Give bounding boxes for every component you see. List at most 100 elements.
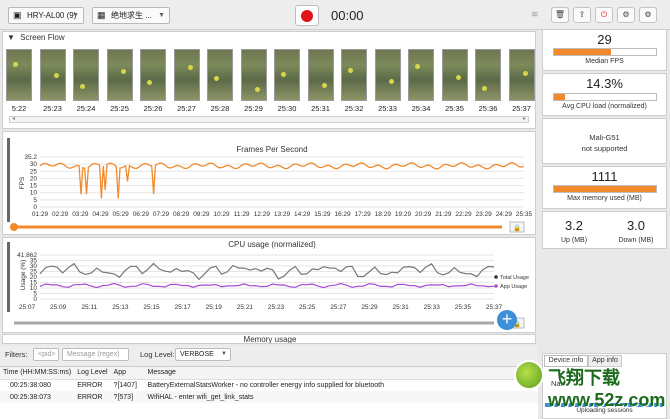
pid-filter-input[interactable]: <pid> (33, 348, 59, 361)
screen-flow-toggle[interactable]: ▼ Screen Flow (7, 33, 65, 42)
screen-flow-thumbnail[interactable] (475, 49, 501, 101)
gear-icon: ⚙ (622, 10, 630, 19)
upload-value: 3.2 (564, 218, 584, 233)
upload-button[interactable]: ⇪ (573, 7, 591, 23)
fps-y-tick: 5 (33, 197, 37, 204)
screen-flow-timestamp: 25:31 (311, 104, 330, 113)
fps-x-tick: 04:29 (92, 211, 109, 218)
thumbnail-marker (13, 62, 18, 67)
fps-lock-button[interactable] (509, 221, 525, 233)
settings-button[interactable]: ⚙ (617, 7, 635, 23)
scroll-left-icon: ◂ (12, 116, 16, 122)
screen-flow-thumbnail[interactable] (274, 49, 300, 101)
fps-y-tick: 20 (30, 175, 38, 182)
cpu-y-tick: 35 (30, 258, 38, 265)
cpu-x-tick: 25:31 (392, 304, 409, 311)
thumbnail-marker (321, 83, 327, 88)
fps-y-tick: 25 (30, 168, 38, 175)
device-select[interactable]: ▣ HRY-AL00 (9) ▼ (8, 7, 84, 24)
median-fps-value: 29 (597, 32, 612, 47)
screen-flow-timestamp: 25:29 (244, 104, 263, 113)
add-marker-button[interactable]: + (497, 310, 517, 330)
device-info-name-label: Nam (551, 379, 567, 388)
device-select-value: HRY-AL00 (9) (27, 11, 77, 20)
legend-total-label: Total Usage (500, 275, 529, 281)
log-level: ERROR (77, 381, 103, 389)
thumbnail-marker (522, 71, 528, 76)
screen-flow-timestamp: 25:35 (445, 104, 464, 113)
more-settings-button[interactable]: ⚙ (639, 7, 657, 23)
log-header-row: Time (HH:MM:SS:ms) Log Level App Message (0, 367, 538, 379)
max-memory-value: 1111 (591, 169, 618, 184)
fps-x-tick: 15:29 (314, 211, 331, 218)
upload-label: Up (MB) (560, 237, 588, 244)
screen-flow-thumbnail[interactable] (374, 49, 401, 101)
memory-stat-card: 1111 Max memory used (MB) (542, 166, 667, 209)
legend-app-marker (494, 284, 498, 288)
screen-flow-thumbnail[interactable] (73, 49, 99, 101)
cpu-x-tick: 25:29 (361, 304, 378, 311)
screen-flow-timestamp: 5:22 (11, 104, 27, 113)
app-select[interactable]: ▦ 绝地求生 ... ▼ (92, 7, 170, 24)
record-button[interactable] (295, 5, 319, 26)
scroll-right-icon: ▸ (522, 116, 526, 122)
fps-x-tick: 19:29 (395, 211, 412, 218)
delete-button[interactable]: 🗑 (551, 7, 569, 23)
tab-device-info[interactable]: Device info (544, 355, 588, 367)
log-level-select[interactable]: VERBOSE ▼ (175, 348, 231, 361)
fps-x-tick: 21:29 (435, 211, 452, 218)
thumbnail-marker (53, 73, 59, 78)
fps-x-tick: 14:29 (294, 211, 311, 218)
log-message: BatteryExternalStatsWorker - no controll… (147, 381, 384, 389)
fps-y-tick: 0 (33, 204, 37, 211)
cpu-x-tick: 25:11 (81, 304, 97, 311)
log-col-message[interactable]: Message (147, 369, 176, 377)
cpu-x-tick: 25:13 (112, 304, 129, 311)
power-icon: ⏻ (600, 10, 608, 19)
cpu-y-tick: 0 (33, 296, 37, 303)
watermark-logo (514, 360, 544, 390)
chart-handle[interactable] (7, 138, 10, 222)
screen-flow-thumbnail[interactable] (341, 49, 367, 101)
info-panel: Device info App info Nam Uploading sessi… (542, 353, 667, 419)
wifi-icon[interactable]: ≋ (531, 9, 539, 19)
screen-flow-thumbnail[interactable] (441, 49, 468, 101)
screen-flow-thumbnail[interactable] (207, 49, 233, 101)
screen-flow-thumbnail[interactable] (408, 49, 434, 101)
fps-x-tick: 16:29 (334, 211, 351, 218)
screen-flow-thumbnail[interactable] (240, 49, 267, 101)
stop-button[interactable]: ⏻ (595, 7, 613, 23)
log-col-level[interactable]: Log Level (77, 369, 108, 377)
log-row[interactable]: 00:25:38:073 ERROR ?[573] WifiHAL - ente… (0, 391, 538, 403)
message-filter-input[interactable]: Message (regex) (62, 348, 129, 361)
screen-flow-scrollbar[interactable]: ◂ ▸ (9, 116, 529, 123)
screen-flow-thumbnail[interactable] (140, 49, 166, 101)
trash-icon: 🗑 (554, 10, 566, 19)
screen-flow-timestamp: 25:32 (344, 104, 364, 113)
log-col-time[interactable]: Time (HH:MM:SS:ms) (3, 369, 72, 377)
collapse-triangle-icon: ▼ (7, 33, 15, 42)
app-icon: ▦ (97, 10, 106, 20)
app-select-value: 绝地求生 ... (111, 11, 152, 20)
log-message: WifiHAL - enter wifi_get_link_stats (147, 393, 254, 401)
log-col-app[interactable]: App (113, 369, 127, 377)
cpu-chart: CPU usage (normalized) Usage (%) 41.8623… (14, 240, 529, 329)
screen-flow-thumbnail[interactable] (39, 49, 66, 101)
screen-flow-thumbnail[interactable] (106, 49, 133, 101)
screen-flow-thumbnail[interactable] (508, 49, 535, 101)
cpu-x-tick: 25:33 (424, 304, 441, 311)
tab-app-info[interactable]: App info (588, 355, 622, 367)
fps-range-start-handle[interactable] (10, 223, 18, 231)
log-row[interactable]: 00:25:38:080 ERROR ?[1407] BatteryExtern… (0, 379, 538, 391)
thumbnail-marker (348, 68, 353, 73)
chart-handle[interactable] (7, 242, 10, 312)
cpu-x-tick: 25:23 (268, 304, 285, 311)
fps-x-tick: 25:35 (516, 211, 533, 218)
screen-flow-thumbnail[interactable] (307, 49, 334, 101)
screen-flow-thumbnail[interactable] (6, 49, 32, 101)
log-level-label: Log Level: (140, 350, 175, 359)
chevron-down-icon: ▼ (72, 12, 79, 19)
screen-flow-timestamp: 25:37 (512, 104, 531, 113)
screen-flow-thumbnail[interactable] (173, 49, 200, 101)
fps-y-tick: 30 (30, 161, 38, 168)
